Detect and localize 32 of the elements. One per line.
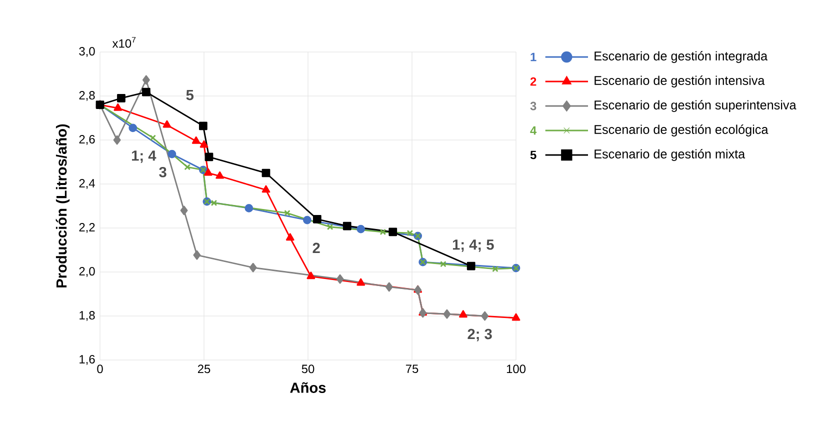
annotation: 1; 4; 5 <box>452 240 494 252</box>
y-tick-label: 1,8 <box>80 311 95 321</box>
legend-label: Escenario de gestión intensiva <box>594 76 765 88</box>
text: 3 <box>530 102 536 110</box>
x-tick-label: 25 <box>198 364 210 374</box>
y-tick-label: 3,0 <box>79 47 95 57</box>
legend-label: Escenario de gestión superintensiva <box>594 100 796 112</box>
y-tick-label: 2,4 <box>79 179 95 189</box>
y-tick-label: 2,2 <box>79 223 95 233</box>
text: x10$^{7}$ <box>112 37 136 48</box>
x-tick-label: 0 <box>97 364 103 374</box>
text: 1 <box>530 52 536 62</box>
y-axis-title: Producción (Litros/año) <box>56 124 70 288</box>
x-axis-title: Años <box>290 382 326 393</box>
text: 5 <box>530 150 536 160</box>
y-tick-label: 2,6 <box>79 135 95 145</box>
annotation: 2; 3 <box>468 328 492 342</box>
annotation: 1; 4 <box>132 150 156 163</box>
y-tick-label: 2,0 <box>79 267 95 277</box>
annotation: 3 <box>159 166 166 178</box>
annotation: 5 <box>186 90 194 100</box>
y-tick-label: 2,8 <box>79 91 95 101</box>
legend-label: Escenario de gestión mixta <box>594 149 746 161</box>
x-tick-label: 75 <box>406 364 418 374</box>
annotation: 2 <box>312 242 320 253</box>
y-tick-label: 1,6 <box>80 355 95 365</box>
x-tick-label: 100 <box>506 364 526 374</box>
x-tick-label: 50 <box>302 364 314 374</box>
legend-label: Escenario de gestión ecológica <box>594 124 768 136</box>
text: 2 <box>530 77 536 86</box>
text: 4 <box>530 126 537 135</box>
legend-label: Escenario de gestión integrada <box>594 51 768 63</box>
